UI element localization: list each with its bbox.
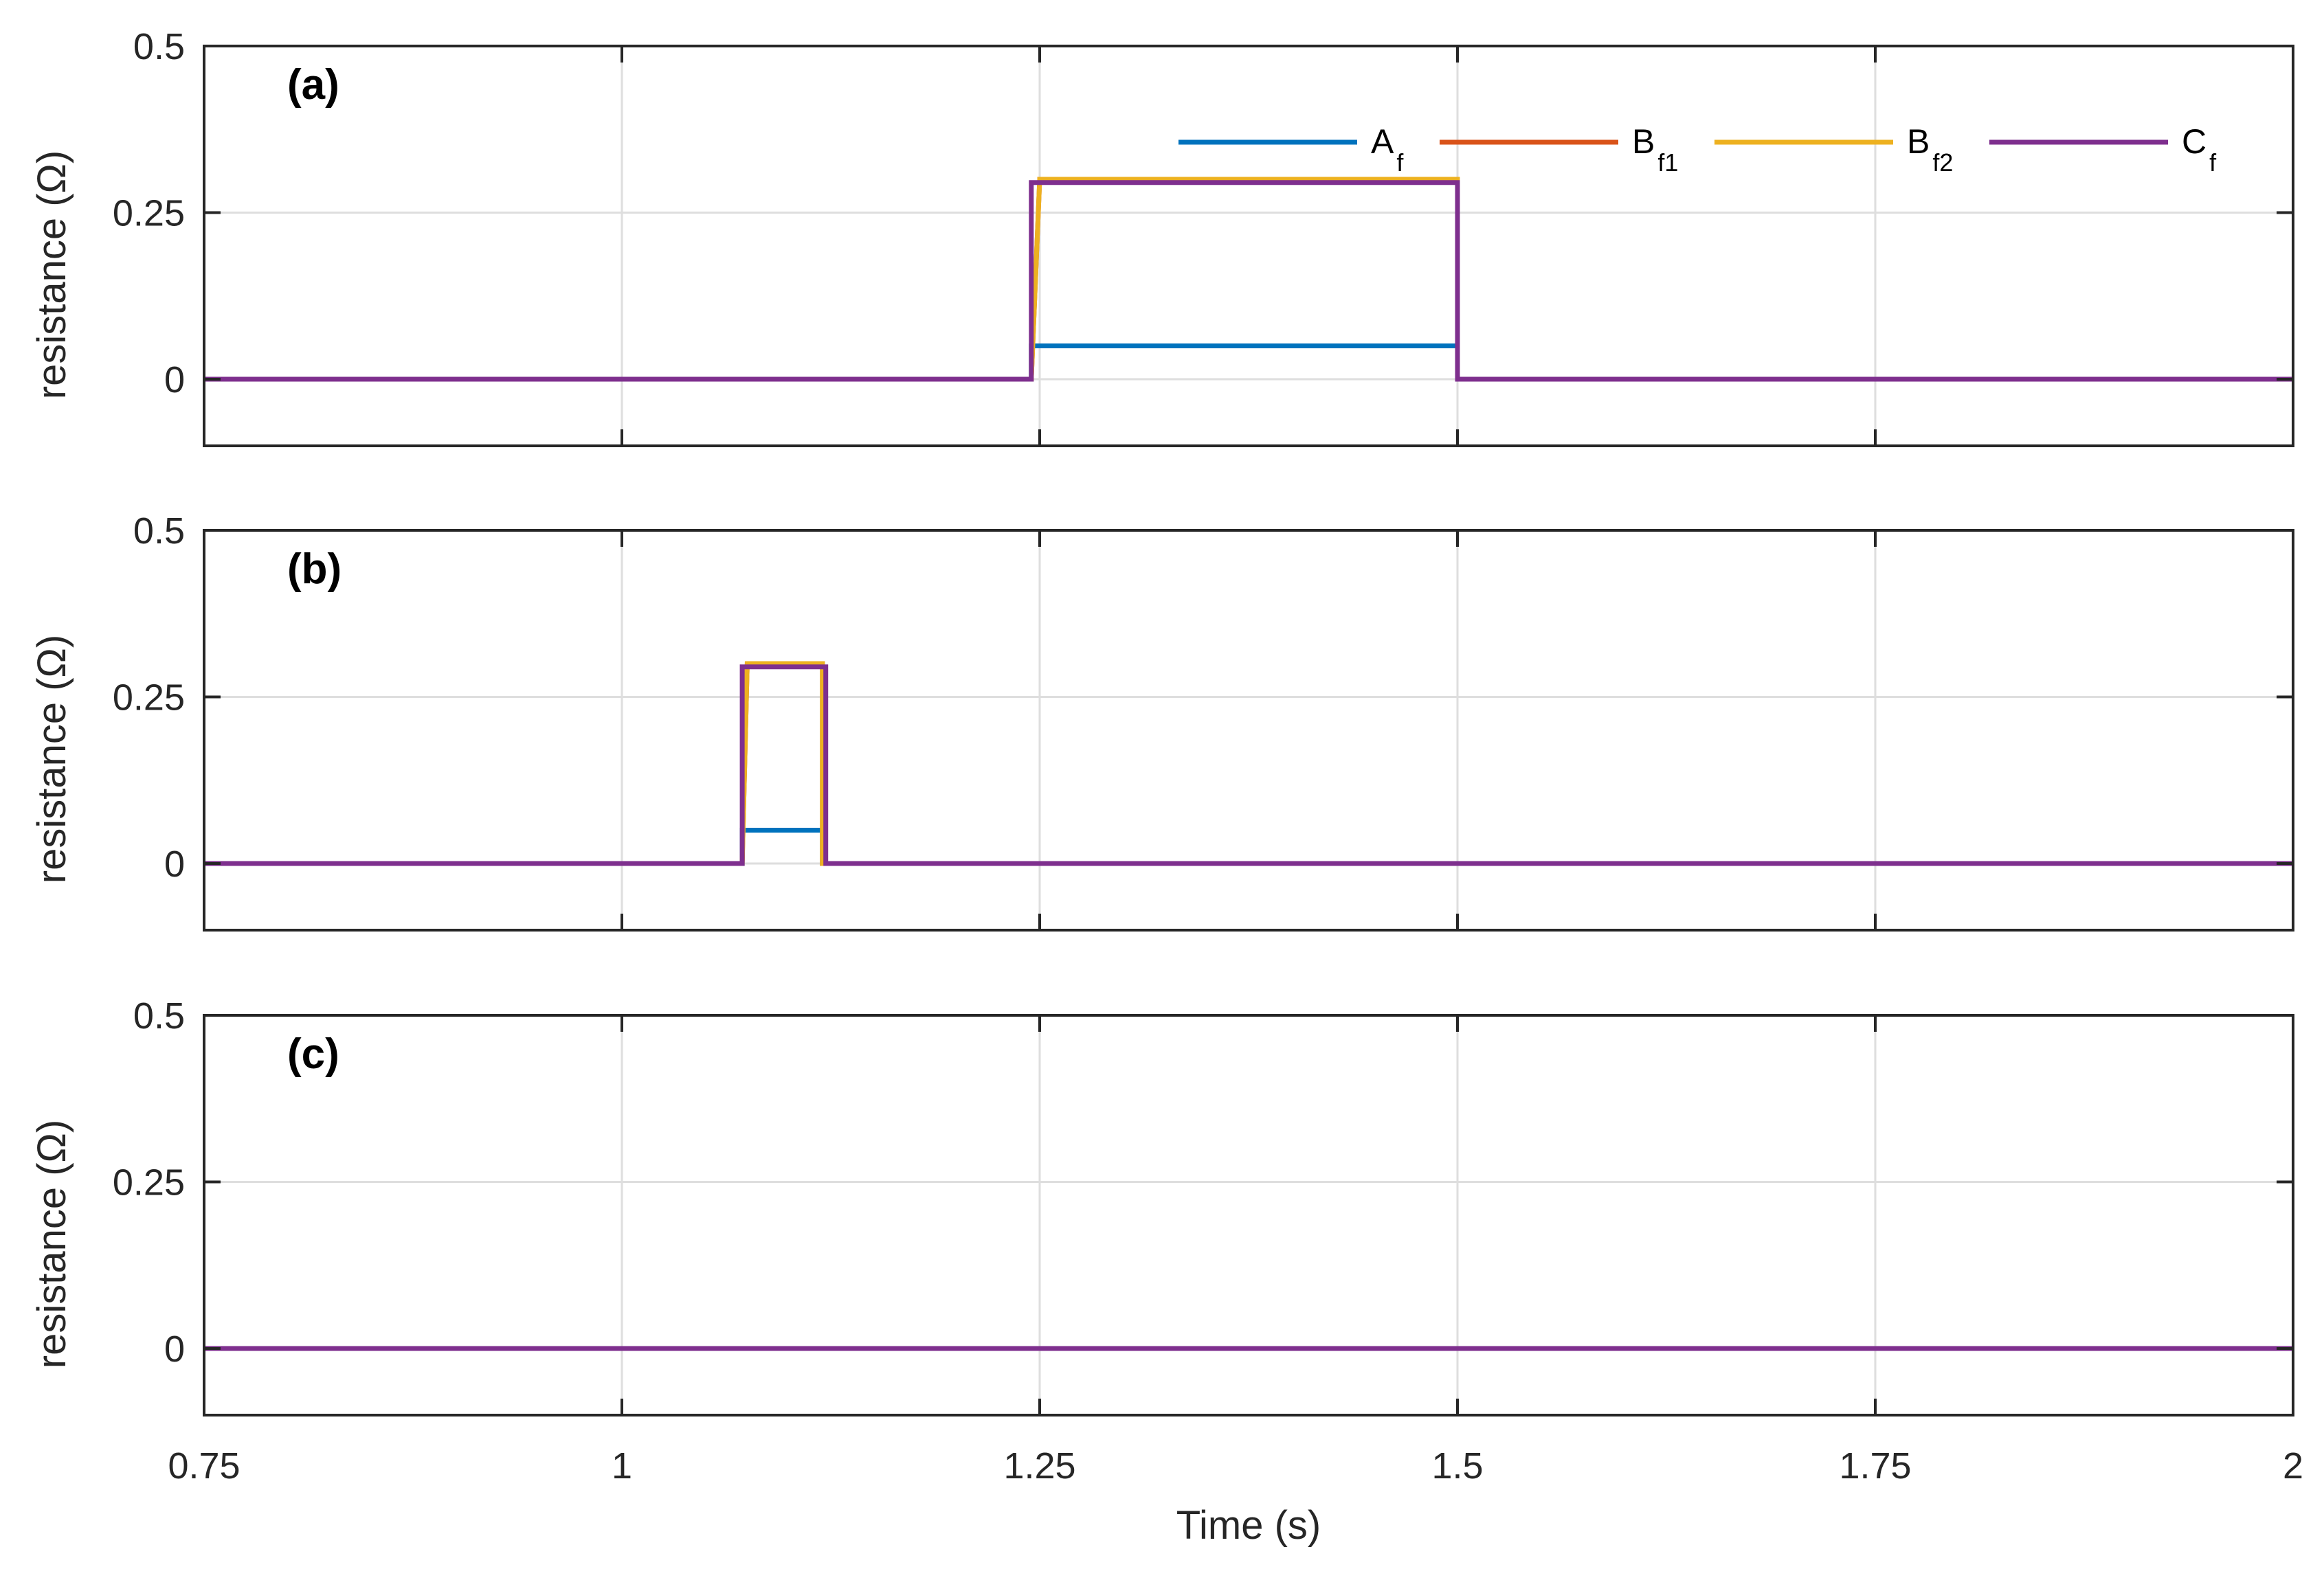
y-tick-label: 0 xyxy=(164,359,185,400)
legend-label: Af xyxy=(1371,122,1404,177)
legend-label: Cf xyxy=(2182,122,2217,177)
series-line-c-f xyxy=(204,180,2293,382)
panel-label: (a) xyxy=(287,61,339,109)
panel-label: (c) xyxy=(287,1030,339,1078)
y-tick-label: 0.5 xyxy=(133,510,185,552)
y-tick-label: 0 xyxy=(164,1329,185,1370)
axes-box xyxy=(203,45,2294,447)
x-tick-label: 2 xyxy=(2283,1445,2303,1487)
panel-label: (b) xyxy=(287,545,342,593)
panel-2: 0 0.25 0.5 resistance (Ω) (b) xyxy=(30,510,2294,932)
x-tick-label: 1.75 xyxy=(1839,1445,1911,1487)
legend-entry: Bf1 xyxy=(1440,122,1678,177)
legend-entry: Cf xyxy=(1989,122,2217,177)
y-tick-label: 0.5 xyxy=(133,26,185,67)
y-axis-label: resistance (Ω) xyxy=(30,150,74,399)
series-line-b-f2 xyxy=(204,661,2293,866)
series-line-a-f xyxy=(204,343,2293,382)
axes-box xyxy=(203,1014,2294,1416)
legend-label: Bf1 xyxy=(1632,122,1678,177)
legend-entry: Af xyxy=(1178,122,1404,177)
x-tick-label: 1 xyxy=(612,1445,632,1487)
series-line-b-f2 xyxy=(204,177,2293,382)
y-tick-label: 0.25 xyxy=(113,193,185,234)
y-tick-label: 0 xyxy=(164,844,185,885)
y-axis-label: resistance (Ω) xyxy=(30,1120,74,1368)
y-tick-label: 0.25 xyxy=(113,677,185,719)
panel-3: 0 0.25 0.5 0.75 1 1.25 1.5 1.75 2 resistance (Ω) T… xyxy=(30,995,2303,1548)
legend: Af Bf1 Bf2 Cf xyxy=(1178,122,2217,177)
y-tick-label: 0.25 xyxy=(113,1162,185,1204)
series-line-c-f xyxy=(204,664,2293,866)
series-line-b-f1 xyxy=(204,661,2293,866)
y-axis-label: resistance (Ω) xyxy=(30,635,74,883)
x-tick-label: 1.25 xyxy=(1003,1445,1075,1487)
series-line-b-f1 xyxy=(204,177,2293,382)
legend-label: Bf2 xyxy=(1907,122,1953,177)
series-line-a-f xyxy=(204,828,2293,866)
x-tick-label: 0.75 xyxy=(168,1445,240,1487)
x-tick-label: 1.5 xyxy=(1431,1445,1483,1487)
panel-1: 0 0.25 0.5 resistance (Ω) (a) Af Bf1 Bf2 Cf xyxy=(30,26,2294,447)
axes-box xyxy=(203,529,2294,932)
y-tick-label: 0.5 xyxy=(133,995,185,1037)
legend-entry: Bf2 xyxy=(1714,122,1953,177)
x-axis-label: Time (s) xyxy=(1176,1503,1321,1548)
